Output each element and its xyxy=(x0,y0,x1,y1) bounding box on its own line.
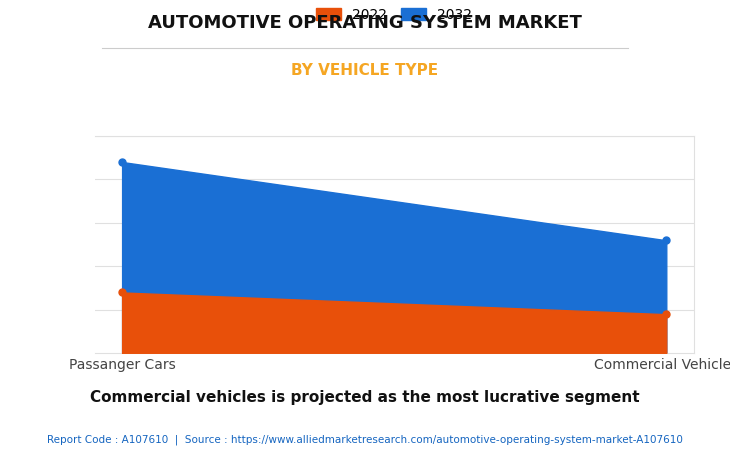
Legend: 2022, 2032: 2022, 2032 xyxy=(316,8,472,22)
Text: AUTOMOTIVE OPERATING SYSTEM MARKET: AUTOMOTIVE OPERATING SYSTEM MARKET xyxy=(148,14,582,32)
Text: Report Code : A107610  |  Source : https://www.alliedmarketresearch.com/automoti: Report Code : A107610 | Source : https:/… xyxy=(47,435,683,445)
Text: BY VEHICLE TYPE: BY VEHICLE TYPE xyxy=(291,63,439,78)
Text: Commercial vehicles is projected as the most lucrative segment: Commercial vehicles is projected as the … xyxy=(91,390,639,405)
